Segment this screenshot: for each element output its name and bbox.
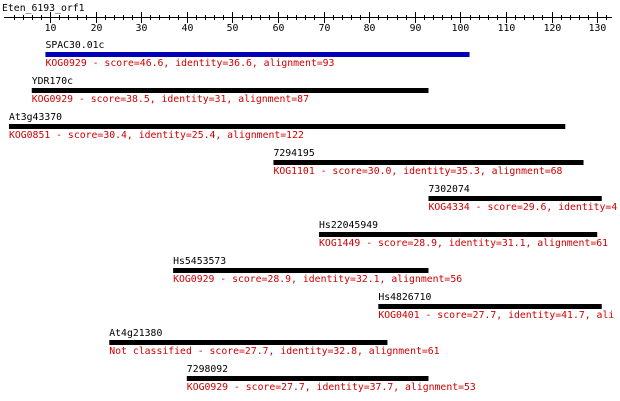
hit-name: 7298092: [187, 364, 228, 375]
tick-label: 100: [452, 23, 470, 34]
hit-bar: [173, 268, 429, 273]
hit-bar: [109, 340, 388, 345]
hit-bar: [319, 232, 598, 237]
hit-name: Hs22045949: [319, 220, 378, 231]
hit-label: Not classified - score=27.7, identity=32…: [109, 346, 439, 357]
hit-bar: [186, 376, 429, 381]
tick-label: 20: [91, 23, 103, 34]
hit-name: At4g21380: [109, 328, 162, 339]
tick-label: 50: [227, 23, 239, 34]
tick-label: 120: [544, 23, 562, 34]
hit-label: KOG0401 - score=27.7, identity=41.7, ali: [378, 310, 614, 321]
hit-bar: [45, 52, 470, 57]
hit-bar: [378, 304, 602, 309]
tick-label: 10: [45, 23, 57, 34]
hit-bar: [428, 196, 602, 201]
tick-label: 90: [410, 23, 422, 34]
tick-label: 80: [364, 23, 376, 34]
query-title: Eten_6193_orf1: [2, 3, 85, 14]
hit-label: KOG0929 - score=38.5, identity=31, align…: [32, 94, 309, 105]
hit-label: KOG1101 - score=30.0, identity=35.3, ali…: [273, 166, 562, 177]
hit-bar: [273, 160, 584, 165]
hit-label: KOG0851 - score=30.4, identity=25.4, ali…: [9, 130, 304, 141]
tick-label: 40: [182, 23, 194, 34]
hit-name: Hs4826710: [378, 292, 431, 303]
hit-name: At3g43370: [9, 112, 62, 123]
hit-name: YDR170c: [32, 76, 73, 87]
hit-name: 7294195: [273, 148, 314, 159]
hit-bar: [31, 88, 429, 93]
hit-label: KOG4334 - score=29.6, identity=4: [428, 202, 617, 213]
tick-label: 30: [136, 23, 148, 34]
tick-label: 130: [589, 23, 607, 34]
tick-label: 110: [498, 23, 516, 34]
hit-label: KOG1449 - score=28.9, identity=31.1, ali…: [319, 238, 608, 249]
hit-label: KOG0929 - score=46.6, identity=36.6, ali…: [45, 58, 334, 69]
hit-bar: [8, 124, 566, 129]
hit-label: KOG0929 - score=28.9, identity=32.1, ali…: [173, 274, 462, 285]
hit-name: SPAC30.01c: [45, 40, 104, 51]
hit-name: Hs5453573: [173, 256, 226, 267]
hit-label: KOG0929 - score=27.7, identity=37.7, ali…: [187, 382, 476, 393]
tick-label: 60: [273, 23, 285, 34]
tick-label: 70: [319, 23, 331, 34]
hit-name: 7302074: [428, 184, 469, 195]
